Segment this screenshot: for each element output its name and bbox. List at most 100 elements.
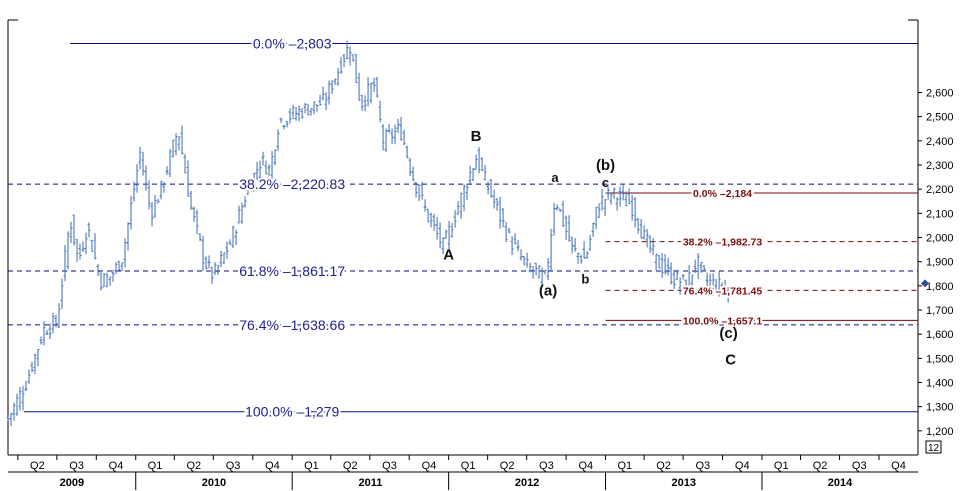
price-bar [117,260,121,271]
price-bar [546,257,550,281]
price-bar [6,416,10,421]
price-bar [309,108,313,116]
price-bar [123,238,127,268]
price-bar [684,279,688,290]
price-bar [669,262,673,285]
price-bar [135,164,139,193]
price-bar [411,166,415,182]
y-tick-label: 1,400 [926,378,954,390]
price-bar [168,148,172,177]
price-bar [315,104,319,113]
y-tick-label: 2,500 [926,112,954,124]
price-bar [585,251,589,259]
price-bar [693,259,697,274]
price-bar [330,80,334,94]
price-bar [153,194,157,218]
price-bar [120,262,124,272]
price-bar [714,279,718,294]
price-bar [324,92,328,111]
quarter-label: Q1 [304,460,319,472]
price-bar [705,272,709,288]
price-bar [348,46,352,66]
price-bar [90,239,94,252]
price-bar [687,265,691,289]
price-bar [171,139,175,158]
wave-label: (c) [719,325,737,342]
price-bar [129,195,133,230]
price-bar [630,194,634,221]
price-bar [627,188,631,205]
quarter-label: Q2 [500,460,515,472]
price-bar [372,77,376,92]
price-bar [351,54,355,62]
price-bar [375,76,379,98]
price-bar [84,232,88,255]
price-bar [567,215,571,242]
price-bar [717,271,721,297]
price-bar [636,217,640,234]
price-bar [408,157,412,176]
price-bar [294,106,298,121]
price-bar [18,386,22,411]
price-bar [477,147,481,174]
price-bar [357,72,361,101]
y-tick-label: 1,500 [926,353,954,365]
y-tick-label: 2,600 [926,88,954,100]
price-bar [369,82,373,104]
y-tick-label: 2,000 [926,233,954,245]
price-bar [639,219,643,239]
price-bar [492,189,496,209]
wave-label: A [443,246,454,263]
price-bar [522,256,526,266]
price-bar [225,241,229,259]
price-bar [252,172,256,192]
price-bar [54,314,58,328]
price-bar [516,239,520,252]
y-tick-label: 2,100 [926,208,954,220]
price-bar [666,257,670,276]
price-bar [24,380,28,392]
price-bar [183,154,187,174]
price-bar [576,252,580,264]
price-bar [102,273,106,288]
price-bar [549,228,553,271]
price-bar [621,184,625,201]
price-bar [642,225,646,240]
price-bar [432,213,436,231]
quarter-label: Q3 [852,460,867,472]
price-bar [312,101,316,115]
price-bar [213,262,217,276]
corner-label: 12 [928,443,940,454]
y-tick-label: 2,400 [926,136,954,148]
price-bar [21,386,25,411]
corner-box [925,440,942,454]
price-bar [15,393,19,416]
price-bar [708,273,712,292]
price-bar [33,353,37,375]
price-bar [192,206,196,222]
price-bar [228,239,232,245]
price-bar [186,160,190,197]
price-bar [345,40,349,60]
price-bar [678,277,682,295]
price-bar [78,243,82,260]
price-bar [624,191,628,207]
price-bar [234,229,238,246]
price-bar [480,157,484,172]
price-bar [276,129,280,151]
price-bar [390,128,394,144]
price-bar [306,103,310,116]
price-bar [513,233,517,245]
price-bar [606,186,610,200]
wave-label: b [581,271,589,286]
price-bar [591,222,595,237]
price-bar [525,252,529,268]
price-bar [561,200,565,228]
price-bar [66,231,70,270]
fib-label: 100.0% –1,657.1 [683,315,763,327]
price-bar [333,78,337,85]
y-tick-label: 2,300 [926,160,954,172]
price-bar [558,208,562,213]
price-bar [651,238,655,255]
